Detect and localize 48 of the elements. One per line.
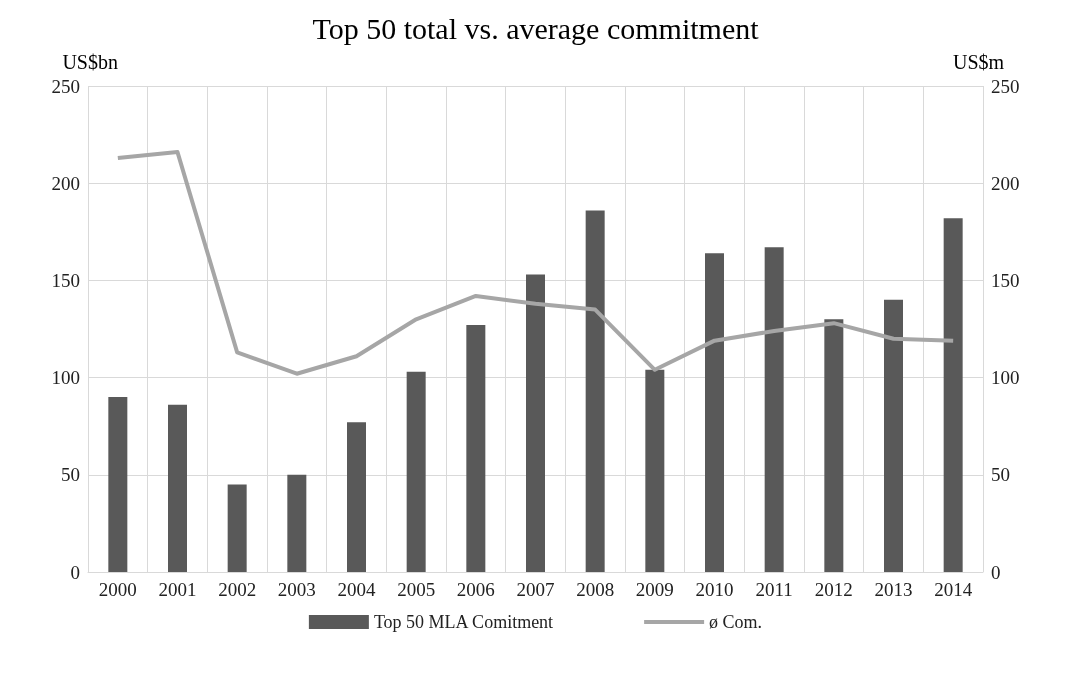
y2-tick-label: 200 <box>991 172 1020 194</box>
y-tick-label: 200 <box>51 172 80 194</box>
bar <box>585 210 605 572</box>
y2-tick-label: 100 <box>991 367 1020 389</box>
y2-axis-title: US$m <box>953 51 1005 73</box>
legend-label: Top 50 MLA Comitment <box>373 612 554 632</box>
y-tick-label: 250 <box>51 75 80 97</box>
y-tick-label: 0 <box>70 561 80 583</box>
line-series <box>115 150 956 376</box>
x-tick-label: 2001 <box>158 579 197 600</box>
bar <box>347 422 366 572</box>
x-tick-label: 2014 <box>934 579 973 600</box>
y2-tick-label: 50 <box>991 464 1010 486</box>
bar <box>406 371 426 572</box>
y-tick-label: 100 <box>51 367 80 389</box>
y-tick-label: 150 <box>51 269 80 291</box>
bar <box>884 299 903 572</box>
y2-tick-label: 250 <box>991 75 1020 97</box>
bar <box>287 474 307 572</box>
x-tick-label: 2006 <box>456 579 495 600</box>
x-tick-label: 2013 <box>874 579 913 600</box>
y2-tick-label: 0 <box>991 561 1001 583</box>
bar <box>108 397 128 572</box>
x-tick-label: 2012 <box>814 579 853 600</box>
x-tick-label: 2008 <box>576 579 615 600</box>
x-tick-label: 2002 <box>218 579 257 600</box>
y-axis-title: US$bn <box>62 51 118 73</box>
x-tick-label: 2009 <box>635 579 674 600</box>
bar <box>227 484 247 572</box>
bar <box>764 247 784 572</box>
y-tick-label: 50 <box>61 464 80 486</box>
chart-title: Top 50 total vs. average commitment <box>312 11 760 45</box>
bar <box>943 218 963 572</box>
y2-tick-label: 150 <box>991 269 1020 291</box>
bar <box>168 404 187 572</box>
x-tick-label: 2011 <box>755 579 793 600</box>
bar <box>824 319 844 572</box>
bar <box>526 274 545 572</box>
x-tick-label: 2000 <box>98 579 137 600</box>
x-tick-label: 2005 <box>397 579 436 600</box>
bar <box>645 369 665 572</box>
x-tick-label: 2010 <box>695 579 734 600</box>
legend-label: ø Com. <box>709 612 763 632</box>
x-tick-label: 2007 <box>516 579 555 600</box>
x-tick-label: 2003 <box>277 579 316 600</box>
x-tick-label: 2004 <box>337 579 376 600</box>
bar <box>705 253 724 572</box>
bar <box>466 325 486 572</box>
